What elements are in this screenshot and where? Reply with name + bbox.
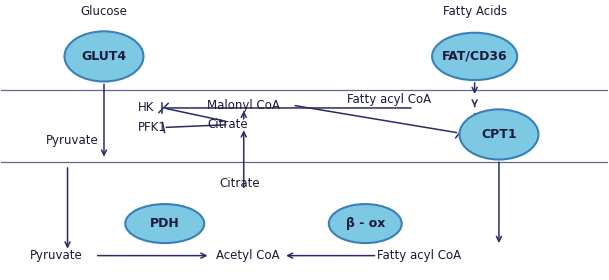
Text: GLUT4: GLUT4 bbox=[82, 50, 127, 63]
Text: Citrate: Citrate bbox=[207, 118, 248, 131]
Text: Pyruvate: Pyruvate bbox=[30, 249, 83, 262]
Ellipse shape bbox=[329, 204, 402, 243]
Text: Pyruvate: Pyruvate bbox=[46, 134, 99, 146]
Ellipse shape bbox=[432, 33, 517, 80]
Text: Glucose: Glucose bbox=[80, 5, 127, 18]
Text: Fatty acyl CoA: Fatty acyl CoA bbox=[347, 93, 431, 106]
Text: Malonyl CoA: Malonyl CoA bbox=[207, 99, 280, 112]
Text: Fatty Acids: Fatty Acids bbox=[443, 5, 507, 18]
Ellipse shape bbox=[65, 31, 144, 81]
Ellipse shape bbox=[125, 204, 204, 243]
Text: Acetyl CoA: Acetyl CoA bbox=[216, 249, 280, 262]
Text: Citrate: Citrate bbox=[219, 177, 260, 190]
Text: Fatty acyl CoA: Fatty acyl CoA bbox=[378, 249, 462, 262]
Text: HK: HK bbox=[138, 101, 154, 115]
Text: PFK1: PFK1 bbox=[138, 121, 166, 134]
Text: β - ox: β - ox bbox=[345, 217, 385, 230]
Ellipse shape bbox=[459, 109, 538, 160]
Text: FAT/CD36: FAT/CD36 bbox=[442, 50, 507, 63]
Text: PDH: PDH bbox=[150, 217, 180, 230]
Text: CPT1: CPT1 bbox=[481, 128, 517, 141]
